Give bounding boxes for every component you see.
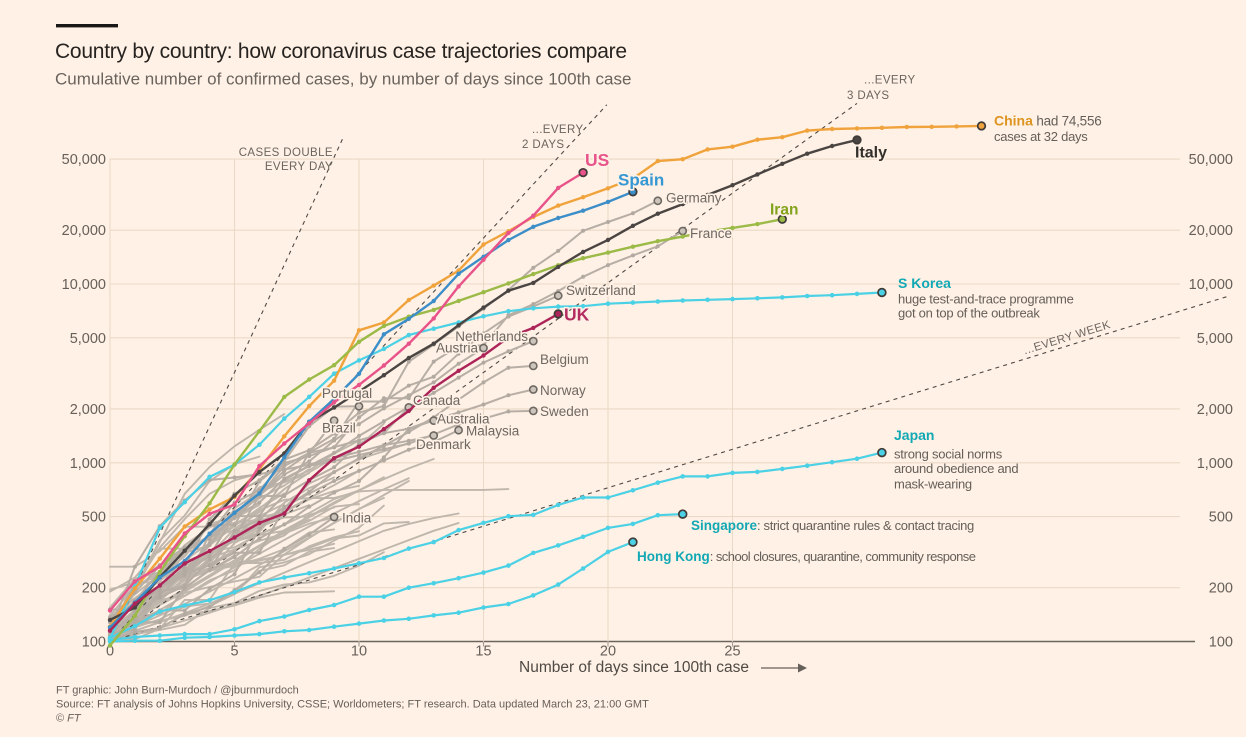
svg-text:Germany: Germany (666, 191, 722, 206)
svg-text:around obedience and: around obedience and (894, 461, 1018, 476)
svg-text:20,000: 20,000 (1189, 223, 1233, 239)
svg-text:Belgium: Belgium (540, 352, 589, 367)
svg-text:500: 500 (1209, 510, 1233, 526)
svg-text:20,000: 20,000 (62, 223, 106, 239)
svg-text:Number of days since 100th cas: Number of days since 100th case (519, 659, 749, 676)
svg-text:5,000: 5,000 (1197, 331, 1233, 347)
svg-text:3 DAYS: 3 DAYS (847, 90, 889, 102)
svg-text:Country by country: how corona: Country by country: how coronavirus case… (55, 40, 627, 63)
svg-text:10: 10 (351, 644, 367, 660)
svg-text:Norway: Norway (540, 383, 586, 398)
svg-text:France: France (690, 226, 732, 241)
svg-text:China had 74,556: China had 74,556 (994, 113, 1101, 129)
svg-text:Italy: Italy (855, 145, 887, 162)
svg-text:200: 200 (1209, 581, 1233, 597)
svg-text:UK: UK (564, 305, 590, 325)
svg-text:10,000: 10,000 (62, 277, 106, 293)
svg-text:...EVERY: ...EVERY (532, 124, 584, 136)
svg-text:Iran: Iran (770, 202, 798, 219)
svg-text:15: 15 (475, 644, 491, 660)
svg-text:Hong Kong: school closures, qu: Hong Kong: school closures, quarantine, … (637, 549, 976, 564)
svg-text:25: 25 (724, 644, 740, 660)
svg-text:5: 5 (230, 644, 238, 660)
svg-text:Austria: Austria (436, 341, 479, 356)
svg-text:Cumulative number of confirmed: Cumulative number of confirmed cases, by… (55, 70, 631, 89)
svg-text:2,000: 2,000 (70, 402, 106, 418)
svg-text:Switzerland: Switzerland (566, 283, 636, 298)
svg-text:Australia: Australia (437, 412, 490, 427)
svg-text:...EVERY: ...EVERY (864, 75, 916, 87)
svg-text:huge test-and-trace programme: huge test-and-trace programme (898, 292, 1074, 307)
svg-text:got on top of the outbreak: got on top of the outbreak (898, 306, 1040, 321)
svg-text:50,000: 50,000 (62, 152, 106, 168)
svg-text:S Korea: S Korea (898, 275, 951, 291)
svg-text:Sweden: Sweden (540, 404, 589, 419)
svg-text:500: 500 (82, 510, 106, 526)
svg-text:Brazil: Brazil (322, 421, 356, 436)
svg-text:India: India (342, 511, 372, 526)
svg-text:200: 200 (82, 581, 106, 597)
svg-text:strong social norms: strong social norms (894, 447, 1003, 462)
svg-text:1,000: 1,000 (1197, 456, 1233, 472)
svg-text:5,000: 5,000 (70, 331, 106, 347)
svg-text:mask-wearing: mask-wearing (894, 477, 972, 492)
svg-text:Portugal: Portugal (322, 386, 372, 401)
svg-text:US: US (585, 150, 609, 170)
svg-text:100: 100 (1209, 635, 1233, 651)
svg-text:0: 0 (106, 644, 114, 660)
svg-text:Spain: Spain (618, 171, 664, 190)
svg-text:© FT: © FT (56, 713, 82, 725)
svg-text:2 DAYS: 2 DAYS (522, 139, 564, 151)
svg-text:Singapore: strict quarantine r: Singapore: strict quarantine rules & con… (691, 518, 974, 533)
svg-text:Malaysia: Malaysia (466, 424, 520, 439)
svg-text:Canada: Canada (413, 393, 461, 408)
svg-text:CASES DOUBLE: CASES DOUBLE (239, 147, 333, 159)
svg-text:10,000: 10,000 (1189, 277, 1233, 293)
svg-text:100: 100 (82, 635, 106, 651)
svg-text:Source: FT analysis of Johns H: Source: FT analysis of Johns Hopkins Uni… (56, 699, 649, 711)
svg-text:50,000: 50,000 (1189, 152, 1233, 168)
svg-text:Denmark: Denmark (416, 437, 471, 452)
svg-text:FT graphic: John Burn-Murdoch: FT graphic: John Burn-Murdoch / @jburnmu… (56, 685, 299, 697)
svg-text:Netherlands: Netherlands (455, 329, 528, 344)
svg-text:cases at 32 days: cases at 32 days (994, 129, 1088, 144)
svg-text:20: 20 (600, 644, 616, 660)
svg-text:EVERY DAY: EVERY DAY (265, 161, 333, 173)
svg-text:Japan: Japan (894, 427, 934, 443)
svg-text:2,000: 2,000 (1197, 402, 1233, 418)
svg-text:1,000: 1,000 (70, 456, 106, 472)
